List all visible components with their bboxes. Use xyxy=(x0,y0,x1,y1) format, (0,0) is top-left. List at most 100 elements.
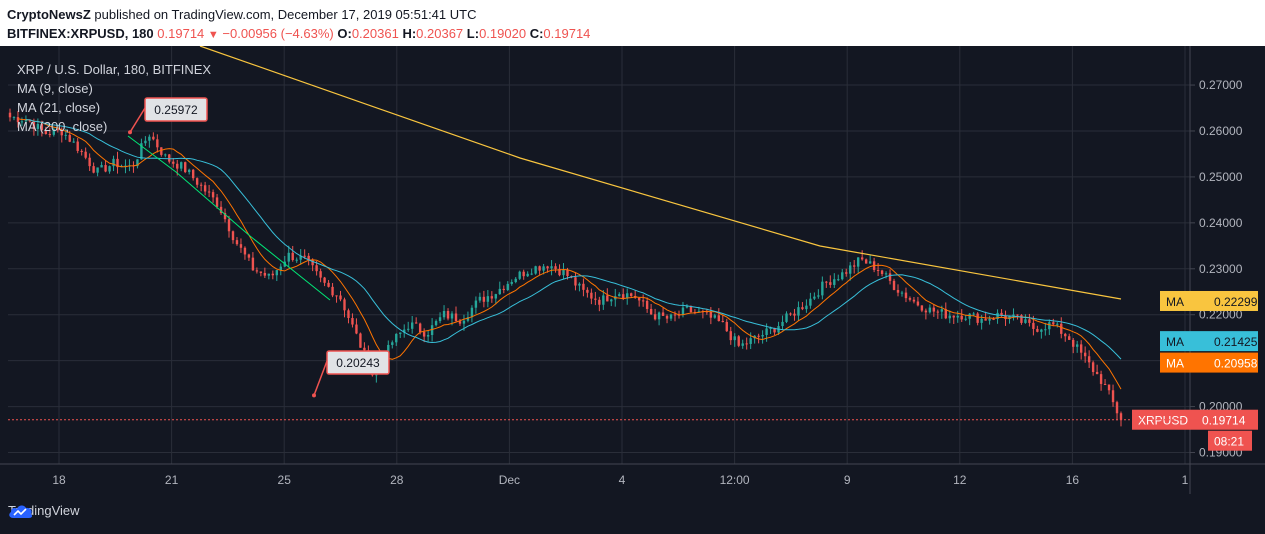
candle-up xyxy=(24,119,28,122)
candle-down xyxy=(207,191,211,193)
candle-up xyxy=(96,167,99,173)
candle-down xyxy=(184,162,187,173)
candle-down xyxy=(32,121,36,129)
candle-up xyxy=(1056,323,1059,325)
candle-down xyxy=(88,157,91,167)
candle-down xyxy=(263,272,267,276)
legend-ma21[interactable]: MA (21, close) xyxy=(17,100,101,115)
ma200-badge-label-bg xyxy=(1160,290,1208,311)
candle-down xyxy=(976,313,979,323)
candle-down xyxy=(1028,319,1031,323)
candle-up xyxy=(275,270,278,276)
candle-down xyxy=(1111,390,1115,403)
candle-down xyxy=(16,117,20,123)
candle-down xyxy=(203,185,207,192)
candle-up xyxy=(450,313,454,319)
candle-down xyxy=(1060,323,1063,334)
candle-down xyxy=(502,288,505,291)
candle-up xyxy=(562,269,565,276)
candle-down xyxy=(622,294,625,299)
candle-up xyxy=(813,296,816,299)
candle-down xyxy=(311,259,314,266)
candle-up xyxy=(100,165,103,168)
candle-down xyxy=(1052,322,1055,325)
candle-down xyxy=(1119,413,1123,420)
x-tick-label: 12 xyxy=(953,473,967,487)
candle-down xyxy=(199,184,203,186)
chart-area[interactable]: 0.190000.200000.210000.220000.230000.240… xyxy=(0,46,1265,494)
price-badge-bg xyxy=(1196,409,1258,430)
candle-down xyxy=(251,257,255,271)
candle-down xyxy=(327,282,330,287)
tradingview-logo[interactable]: TradingView xyxy=(8,503,80,518)
candle-down xyxy=(793,313,796,316)
candle-down xyxy=(689,306,693,313)
legend-ma9[interactable]: MA (9, close) xyxy=(17,81,93,96)
candle-down xyxy=(1004,315,1007,320)
open-label: O: xyxy=(337,26,352,41)
open-value: 0.20361 xyxy=(351,26,399,41)
candle-down xyxy=(172,161,175,164)
price-badge: 0.19714 xyxy=(1202,414,1246,428)
candle-up xyxy=(626,293,629,299)
candle-up xyxy=(833,279,836,285)
candle-up xyxy=(542,266,545,271)
candle-down xyxy=(1107,384,1111,391)
symbol-label: BITFINEX:XRPUSD, 180 xyxy=(7,26,154,41)
candle-down xyxy=(825,281,828,283)
candle-up xyxy=(395,333,398,343)
candle-down xyxy=(243,247,247,255)
candle-up xyxy=(510,282,513,284)
y-tick-label: 0.24000 xyxy=(1199,216,1243,230)
candle-up xyxy=(996,312,999,319)
candle-up xyxy=(618,294,621,297)
y-tick-label: 0.27000 xyxy=(1199,78,1243,92)
candle-up xyxy=(1048,322,1051,330)
moving-averages xyxy=(17,46,1122,390)
candle-down xyxy=(864,259,868,264)
candle-down xyxy=(641,300,645,302)
price-axis[interactable]: 0.190000.200000.210000.220000.230000.240… xyxy=(1132,46,1258,494)
candle-down xyxy=(944,309,947,319)
candle-up xyxy=(466,317,470,321)
candle-down xyxy=(343,299,346,311)
candle-down xyxy=(235,240,239,245)
candle-up xyxy=(697,311,701,313)
candle-up xyxy=(968,313,971,319)
candle-up xyxy=(988,318,991,321)
y-tick-label: 0.23000 xyxy=(1199,262,1243,276)
candle-up xyxy=(713,315,717,318)
ma200-badge-value-bg xyxy=(1208,290,1258,311)
candle-up xyxy=(940,309,944,312)
candle-down xyxy=(661,312,665,316)
low-callout-label: 0.20243 xyxy=(336,356,380,370)
candle-down xyxy=(76,141,79,151)
candle-up xyxy=(785,313,788,322)
legend-ma200[interactable]: MA (200, close) xyxy=(17,119,108,134)
candle-down xyxy=(721,320,724,322)
time-axis[interactable]: 18 21 25 28 Dec 4 12:00 9 12 16 1 xyxy=(0,463,1265,487)
candle-down xyxy=(932,307,936,312)
candle-up xyxy=(486,296,490,302)
candle-up xyxy=(36,124,40,129)
candle-down xyxy=(418,323,422,333)
candle-up xyxy=(64,134,67,136)
candle-down xyxy=(156,139,159,148)
candle-up xyxy=(267,273,271,276)
candle-down xyxy=(705,311,709,313)
candle-up xyxy=(526,273,529,277)
candle-down xyxy=(892,280,896,290)
candle-down xyxy=(1064,333,1067,337)
candle-up xyxy=(657,312,661,320)
candle-down xyxy=(152,136,155,140)
publisher-name[interactable]: CryptoNewsZ xyxy=(7,7,91,22)
candle-down xyxy=(606,295,609,302)
candle-down xyxy=(339,295,342,300)
candle-up xyxy=(462,320,466,324)
candle-up xyxy=(407,328,410,330)
price-chart[interactable]: 0.190000.200000.210000.220000.230000.240… xyxy=(0,46,1265,494)
candle-down xyxy=(1000,312,1003,316)
countdown-badge-bg xyxy=(1208,430,1252,451)
ma21-badge-value-bg xyxy=(1208,352,1258,373)
candle-up xyxy=(610,299,613,302)
